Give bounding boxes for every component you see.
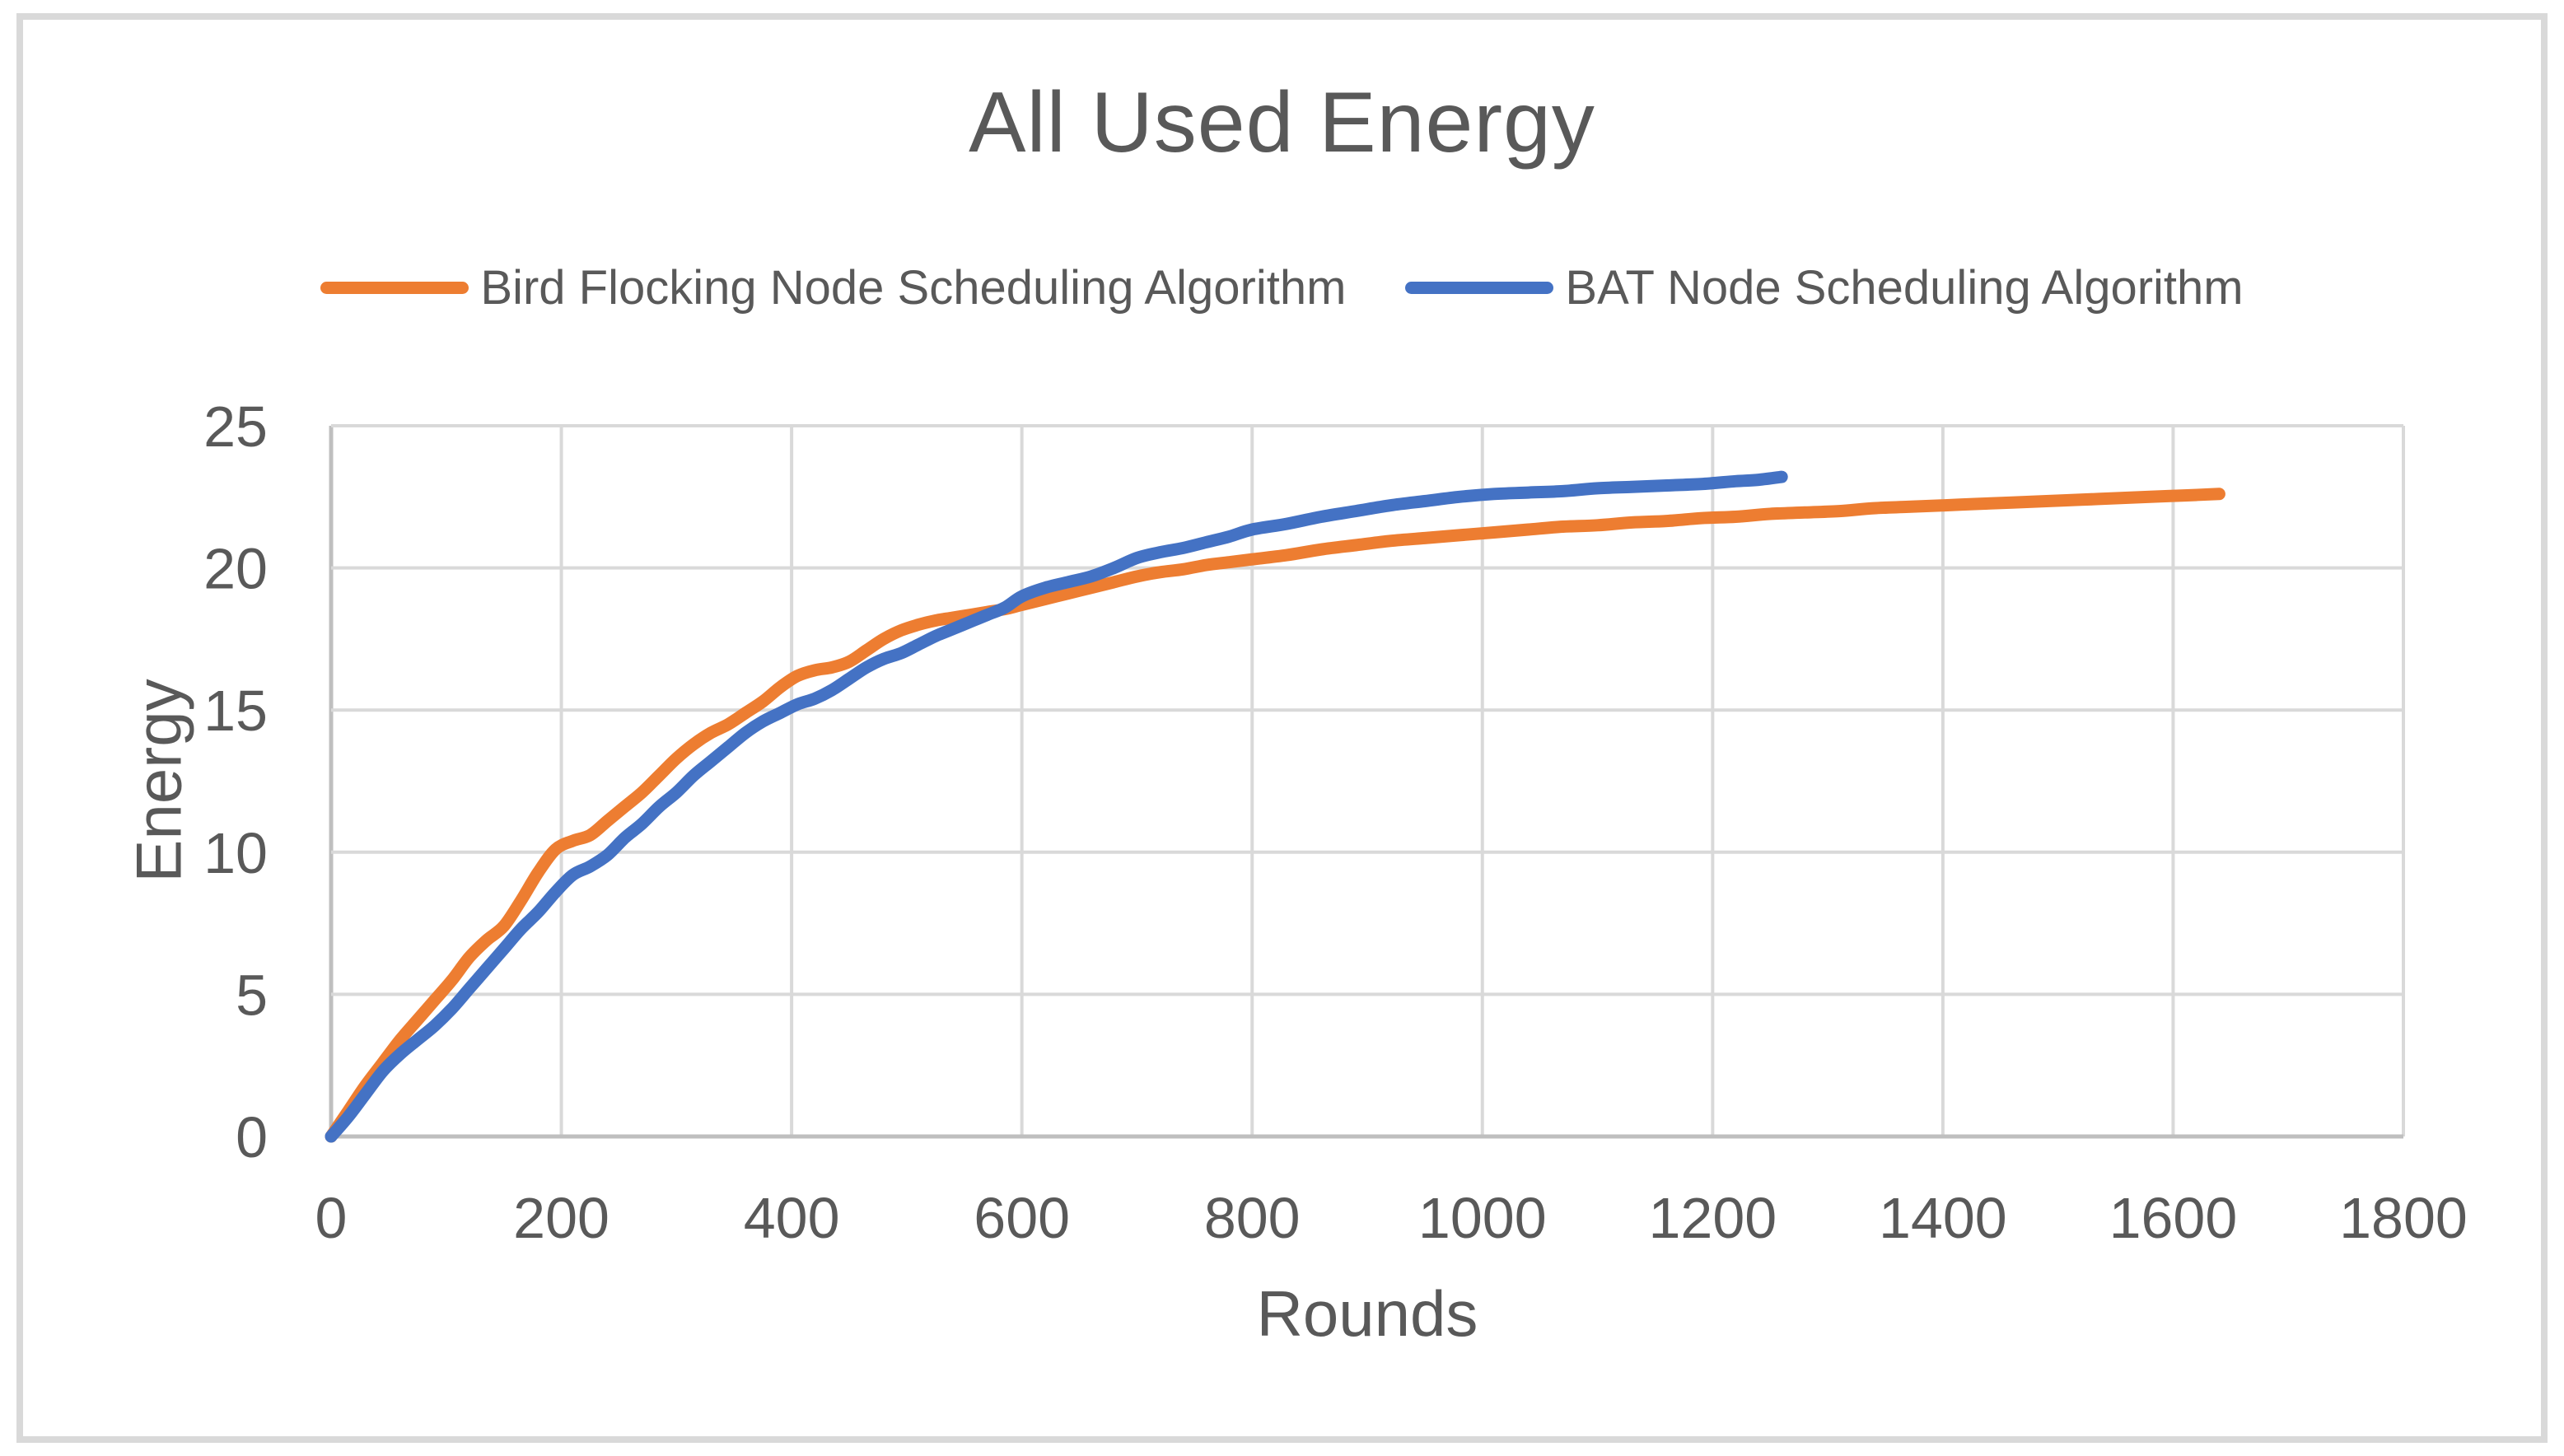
x-tick-label: 400 [744, 1186, 840, 1250]
series-line-bat [325, 470, 1788, 1143]
x-tick-label: 1600 [2109, 1186, 2238, 1250]
y-tick-label: 15 [203, 679, 268, 743]
legend-item-bird-flocking: Bird Flocking Node Scheduling Algorithm [320, 260, 1346, 315]
y-tick-label: 5 [236, 963, 268, 1027]
legend-item-bat: BAT Node Scheduling Algorithm [1405, 260, 2244, 315]
y-tick-label: 0 [236, 1105, 268, 1169]
y-tick-label: 25 [203, 394, 268, 459]
y-axis-title: Energy [122, 679, 195, 883]
legend-swatch-blue [1405, 282, 1554, 294]
x-tick-label: 1400 [1879, 1186, 2007, 1250]
x-tick-label: 1000 [1418, 1186, 1547, 1250]
x-tick-label: 1800 [2339, 1186, 2468, 1250]
legend: Bird Flocking Node Scheduling Algorithm … [0, 260, 2564, 315]
x-tick-label: 600 [974, 1186, 1070, 1250]
y-tick-label: 20 [203, 537, 268, 601]
chart-title: All Used Energy [969, 75, 1595, 170]
legend-label-bat: BAT Node Scheduling Algorithm [1565, 261, 2244, 315]
x-tick-label: 800 [1204, 1186, 1301, 1250]
legend-swatch-orange [320, 282, 469, 294]
x-tick-label: 1200 [1648, 1186, 1777, 1250]
x-tick-label: 200 [513, 1186, 609, 1250]
x-axis-title: Rounds [1256, 1277, 1478, 1350]
legend-label-bird-flocking: Bird Flocking Node Scheduling Algorithm [480, 261, 1347, 315]
series-line-bird-flocking [325, 488, 2225, 1143]
y-tick-label: 10 [203, 821, 268, 885]
x-tick-label: 0 [315, 1186, 348, 1250]
